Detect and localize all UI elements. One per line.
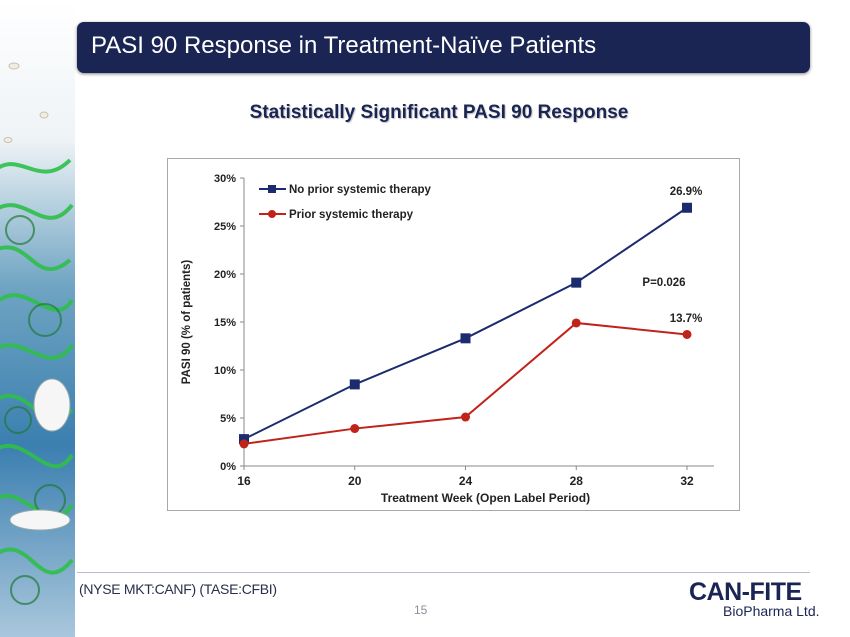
line-chart: 0% 5% 10% 15% 20% 25% 30% 16 20 24 28 32 Treatment W… bbox=[181, 173, 714, 505]
series-line bbox=[243, 206, 688, 441]
logo-wordmark: CAN-FITE bbox=[689, 578, 802, 606]
title-bar: PASI 90 Response in Treatment-Naïve Pati… bbox=[77, 22, 810, 73]
data-point-square bbox=[460, 333, 471, 344]
data-point-circle bbox=[571, 318, 581, 328]
x-tick-label: 20 bbox=[348, 474, 362, 488]
x-tick-label: 24 bbox=[459, 474, 473, 488]
decorative-side-art bbox=[0, 0, 75, 637]
footer-divider bbox=[77, 572, 810, 573]
legend-marker-square bbox=[268, 185, 276, 193]
slide-title: PASI 90 Response in Treatment-Naïve Pati… bbox=[91, 32, 597, 59]
data-point-circle bbox=[461, 412, 470, 422]
x-tick-label: 16 bbox=[237, 474, 251, 488]
x-axis-label: Treatment Week (Open Label Period) bbox=[381, 491, 590, 505]
y-tick-label: 0% bbox=[220, 461, 236, 473]
y-tick-label: 20% bbox=[214, 269, 236, 281]
y-tick-label: 5% bbox=[220, 413, 236, 425]
data-point-circle bbox=[239, 439, 249, 449]
data-point-square bbox=[239, 434, 249, 445]
annotation-end-no-prior: 26.9% bbox=[670, 186, 703, 198]
data-point-square bbox=[571, 277, 582, 288]
y-tick-label: 10% bbox=[214, 365, 236, 377]
legend-label: Prior systemic therapy bbox=[289, 209, 414, 221]
slide-subtitle: Statistically Significant PASI 90 Respon… bbox=[249, 102, 629, 123]
data-point-square bbox=[349, 379, 360, 390]
x-tick-label: 28 bbox=[570, 474, 584, 488]
y-tick-label: 15% bbox=[214, 317, 236, 329]
y-axis-label: PASI 90 (% of patients) bbox=[181, 260, 193, 385]
annotation-end-prior: 13.7% bbox=[670, 313, 703, 325]
annotation-p-value: P=0.026 bbox=[642, 277, 685, 289]
legend-label: No prior systemic therapy bbox=[289, 184, 431, 196]
data-point-circle bbox=[350, 424, 360, 434]
y-tick-label: 25% bbox=[214, 221, 236, 233]
page-number: 15 bbox=[414, 603, 428, 617]
y-tick-label: 30% bbox=[214, 173, 236, 185]
chart-container: 0% 5% 10% 15% 20% 25% 30% 16 20 24 28 32 Treatment W… bbox=[167, 158, 740, 511]
data-point-circle bbox=[682, 329, 692, 339]
x-tick-label: 32 bbox=[680, 474, 694, 488]
company-logo: CAN-FITE BioPharma Ltd. bbox=[689, 578, 820, 628]
footer-ticker: (NYSE MKT:CANF) (TASE:CFBI) bbox=[79, 581, 277, 597]
data-point-square bbox=[682, 202, 692, 213]
logo-subtitle: BioPharma Ltd. bbox=[723, 603, 820, 619]
legend-marker-circle bbox=[268, 210, 276, 218]
